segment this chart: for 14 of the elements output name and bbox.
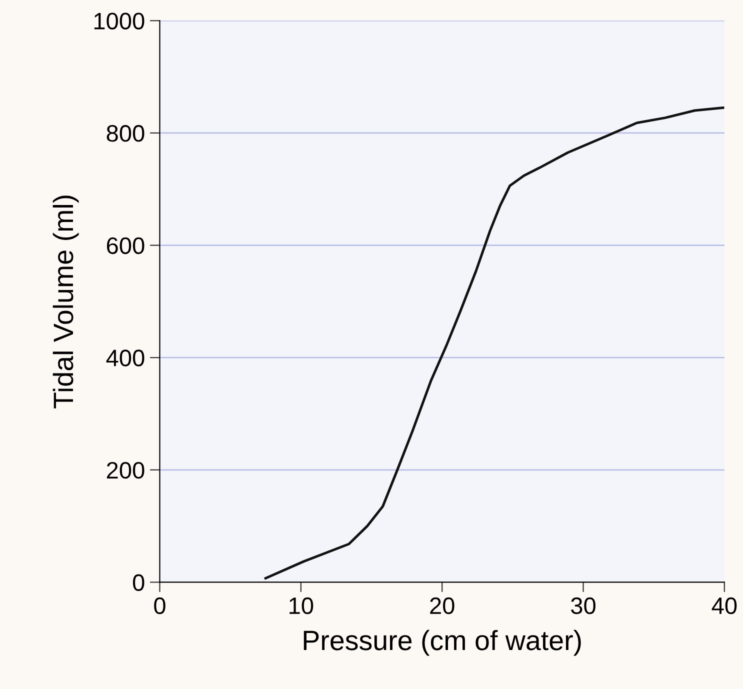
x-tick-label: 40	[712, 597, 737, 614]
x-axis-title: Pressure (cm of water)	[304, 630, 581, 656]
y-tick-label: 0	[132, 574, 144, 591]
y-tick-label: 200	[106, 462, 144, 479]
x-tick-label: 20	[430, 597, 454, 614]
y-tick-label: 1000	[94, 12, 144, 30]
x-tick-label: 0	[154, 597, 166, 614]
x-tick-label: 10	[290, 597, 314, 614]
y-tick-label: 800	[106, 125, 144, 142]
y-axis-title: Tidal Volume (ml)	[52, 196, 79, 408]
x-tick-label: 30	[571, 597, 596, 614]
y-tick-label: 600	[106, 237, 144, 254]
y-tick-label: 400	[106, 350, 144, 366]
line-series	[264, 106, 724, 580]
